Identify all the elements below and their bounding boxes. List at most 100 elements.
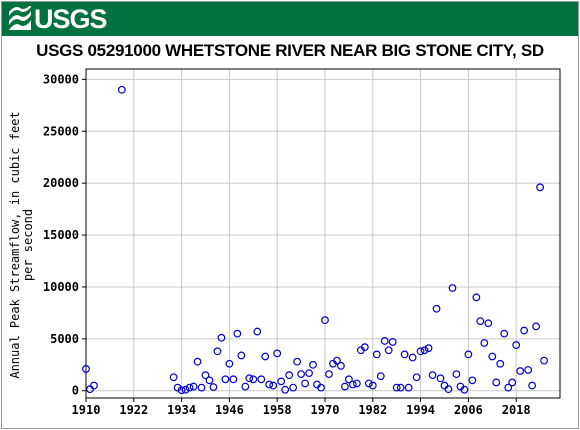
data-point	[90, 381, 98, 390]
data-point	[368, 381, 377, 390]
data-point	[213, 347, 222, 356]
data-point	[352, 379, 361, 388]
data-point	[464, 350, 473, 359]
plot-axes: 1910 1922 1934 1946 1958 1970 1982 1994 2006 2018…	[43, 68, 561, 417]
data-point	[416, 347, 425, 356]
data-point	[512, 341, 521, 349]
data-point	[253, 327, 262, 336]
data-point	[460, 385, 469, 394]
data-point	[305, 369, 313, 377]
data-points	[82, 85, 548, 395]
data-point	[197, 383, 206, 392]
data-point	[173, 383, 182, 392]
data-point	[245, 374, 254, 383]
data-point	[532, 322, 541, 331]
data-point	[376, 372, 385, 381]
data-point	[476, 317, 485, 326]
data-point	[452, 370, 461, 379]
y-tick-label: 15000	[43, 228, 79, 242]
data-point	[82, 365, 90, 373]
data-point	[412, 373, 421, 382]
data-point	[528, 381, 537, 390]
data-point	[488, 352, 497, 361]
data-point	[301, 379, 309, 388]
data-point	[225, 359, 234, 368]
data-point	[233, 329, 242, 338]
data-point	[520, 326, 529, 335]
x-tick-label: 1922	[119, 403, 148, 417]
data-point	[492, 378, 501, 387]
plot-grid	[85, 69, 560, 398]
x-tick-label: 1994	[406, 403, 435, 417]
data-point	[289, 383, 298, 392]
data-point	[540, 356, 548, 365]
x-tick-label: 1946	[215, 403, 244, 417]
chart-title: USGS 05291000 WHETSTONE RIVER NEAR BIG S…	[36, 41, 544, 60]
data-point	[273, 349, 282, 358]
data-point	[185, 383, 194, 392]
x-tick-label: 2006	[454, 403, 483, 417]
x-tick-label: 2018	[502, 403, 531, 417]
data-point	[480, 339, 489, 347]
data-point	[257, 375, 266, 384]
data-point	[333, 356, 341, 365]
data-point	[293, 357, 302, 366]
data-point	[516, 367, 525, 375]
data-point	[484, 319, 493, 328]
data-point	[504, 383, 513, 392]
data-point	[396, 383, 405, 392]
data-point	[325, 370, 333, 379]
usgs-header-banner: USGS	[2, 2, 578, 36]
data-point	[496, 359, 505, 368]
data-point	[500, 329, 509, 338]
data-point	[432, 304, 441, 313]
x-tick-label: 1934	[167, 403, 196, 417]
data-point	[536, 183, 544, 192]
usgs-logo-text: USGS	[34, 4, 108, 34]
data-point	[309, 360, 317, 369]
data-point	[249, 375, 258, 384]
data-point	[205, 376, 214, 385]
x-tick-label: 1982	[358, 403, 387, 417]
y-tick-label: 30000	[43, 72, 79, 86]
data-point	[337, 361, 345, 370]
data-point	[448, 284, 457, 292]
data-point	[265, 380, 274, 389]
data-point	[177, 386, 186, 395]
data-point	[440, 381, 449, 390]
x-tick-label: 1958	[263, 403, 292, 417]
data-point	[86, 385, 94, 394]
data-point	[261, 352, 270, 361]
data-point	[209, 383, 218, 392]
data-point	[380, 337, 389, 345]
data-point	[277, 377, 286, 386]
data-point	[408, 353, 417, 362]
data-point	[281, 385, 290, 394]
data-point	[269, 381, 278, 390]
data-point	[472, 293, 481, 302]
data-point	[468, 376, 477, 385]
usgs-wave-icon	[9, 6, 31, 30]
usgs-logo[interactable]: USGS	[8, 4, 108, 34]
y-tick-label: 0	[72, 384, 79, 398]
data-point	[428, 371, 437, 380]
y-tick-label: 10000	[43, 280, 79, 294]
y-tick-label: 5000	[50, 332, 79, 346]
data-point	[321, 316, 329, 325]
y-axis-label-line2: per second	[21, 209, 35, 281]
y-axis-label-line1: Annual Peak Streamflow, in cubic feet	[8, 111, 22, 378]
data-point	[241, 382, 250, 391]
data-point	[348, 380, 357, 389]
data-point	[229, 375, 238, 384]
data-point	[201, 371, 210, 380]
data-point	[169, 373, 178, 382]
y-tick-label: 20000	[43, 176, 79, 190]
data-point	[400, 350, 409, 359]
data-point	[392, 383, 401, 392]
data-point	[360, 343, 369, 352]
data-point	[189, 382, 198, 391]
data-point	[297, 370, 305, 379]
data-point	[364, 379, 373, 388]
